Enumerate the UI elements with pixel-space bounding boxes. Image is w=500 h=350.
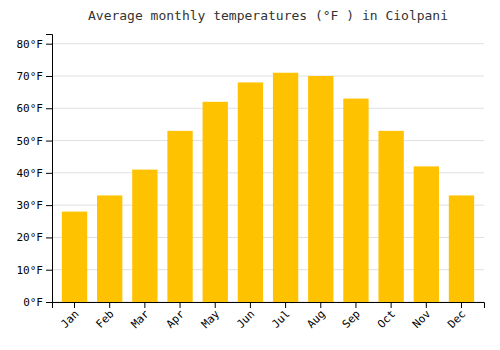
- y-tick-label: 40°F: [17, 167, 44, 180]
- x-tick: Sep: [340, 302, 363, 331]
- y-tick: 60°F: [17, 102, 53, 115]
- y-tick-mark: [46, 237, 52, 238]
- x-tick-mark: [180, 302, 181, 308]
- bar: [132, 170, 157, 302]
- bar: [97, 195, 122, 302]
- y-axis: 0°F 10°F 20°F 30°F 40°F 50°F 60°F 70°F 80°F: [17, 35, 53, 310]
- bar: [308, 76, 333, 302]
- plot: Jan Feb Mar Apr May Jun Jul Aug Sep Oct Nov Dec 0°F 1…: [17, 35, 485, 331]
- x-tick-mark: [426, 302, 427, 308]
- grid: [52, 44, 484, 302]
- y-tick: 20°F: [17, 231, 53, 244]
- x-tick-label: Aug: [304, 308, 327, 331]
- grid-line: [52, 75, 484, 76]
- y-tick: 70°F: [17, 70, 53, 83]
- y-tick-label: 70°F: [17, 70, 44, 83]
- x-tick-label: Nov: [410, 307, 434, 331]
- x-tick-label: Sep: [340, 308, 363, 331]
- x-tick-label: Oct: [375, 308, 398, 331]
- y-tick-mark: [46, 270, 52, 271]
- bar: [238, 82, 263, 302]
- y-tick-mark: [46, 76, 52, 77]
- y-tick-mark: [46, 141, 52, 142]
- bar: [343, 99, 368, 302]
- x-tick-mark: [320, 302, 321, 308]
- x-tick-mark: [250, 302, 251, 308]
- y-tick: 0°F: [23, 296, 52, 309]
- chart: Jan Feb Mar Apr May Jun Jul Aug Sep Oct Nov Dec 0°F 1…: [0, 0, 500, 350]
- y-tick-mark: [46, 108, 52, 109]
- x-tick: Dec: [445, 302, 468, 331]
- x-tick-label: Jan: [58, 308, 81, 331]
- title: Average monthly temperatures (°F ) in Ci…: [88, 8, 448, 23]
- bar: [273, 73, 298, 302]
- x-tick: Apr: [164, 302, 188, 331]
- bar: [414, 166, 439, 302]
- x-tick: Jan: [58, 302, 81, 331]
- grid-line: [52, 108, 484, 109]
- x-tick: Feb: [93, 302, 116, 331]
- x-tick-label: Apr: [164, 307, 188, 331]
- y-tick: 50°F: [17, 135, 53, 148]
- y-tick-label: 30°F: [17, 199, 44, 212]
- x-tick: Jul: [269, 302, 292, 331]
- x-tick: Oct: [375, 302, 398, 331]
- x-tick-label: Jul: [269, 308, 292, 331]
- x-tick-mark: [285, 302, 286, 308]
- grid-line: [52, 140, 484, 141]
- x-tick: Mar: [129, 302, 153, 331]
- x-tick-mark: [391, 302, 392, 308]
- y-tick-label: 80°F: [17, 38, 44, 51]
- x-tick-label: Dec: [445, 308, 468, 331]
- y-tick: 40°F: [17, 167, 53, 180]
- x-tick-mark: [109, 302, 110, 308]
- x-tick: May: [199, 302, 223, 331]
- y-tick: 10°F: [17, 264, 53, 277]
- x-tick: Nov: [410, 302, 434, 331]
- x-tick-mark: [144, 302, 145, 308]
- y-tick: 30°F: [17, 199, 53, 212]
- x-tick-mark: [74, 302, 75, 308]
- x-tick: Aug: [304, 302, 327, 331]
- x-tick-label: Mar: [129, 307, 153, 331]
- y-tick-label: 50°F: [17, 135, 44, 148]
- x-tick-label: Feb: [93, 308, 116, 331]
- y-tick-label: 20°F: [17, 231, 44, 244]
- y-tick: 80°F: [17, 38, 53, 51]
- y-tick-label: 0°F: [23, 296, 43, 309]
- y-tick-label: 10°F: [17, 264, 44, 277]
- x-tick-label: Jun: [234, 308, 257, 331]
- bar: [62, 212, 87, 302]
- bar: [203, 102, 228, 302]
- y-tick-mark: [46, 205, 52, 206]
- bar: [167, 131, 192, 302]
- y-tick-mark: [46, 44, 52, 45]
- grid-line: [52, 43, 484, 44]
- y-tick-label: 60°F: [17, 102, 44, 115]
- x-axis-line: [53, 303, 485, 309]
- y-tick-mark: [46, 173, 52, 174]
- x-axis: Jan Feb Mar Apr May Jun Jul Aug Sep Oct Nov Dec: [53, 302, 485, 331]
- x-tick-mark: [461, 302, 462, 308]
- bar: [449, 195, 474, 302]
- y-tick-mark: [46, 302, 52, 303]
- x-tick: Jun: [234, 302, 257, 331]
- x-tick-mark: [215, 302, 216, 308]
- bars: [62, 73, 474, 302]
- bar: [378, 131, 403, 302]
- x-tick-mark: [355, 302, 356, 308]
- x-tick-label: May: [199, 307, 223, 331]
- y-axis-line: [46, 35, 53, 303]
